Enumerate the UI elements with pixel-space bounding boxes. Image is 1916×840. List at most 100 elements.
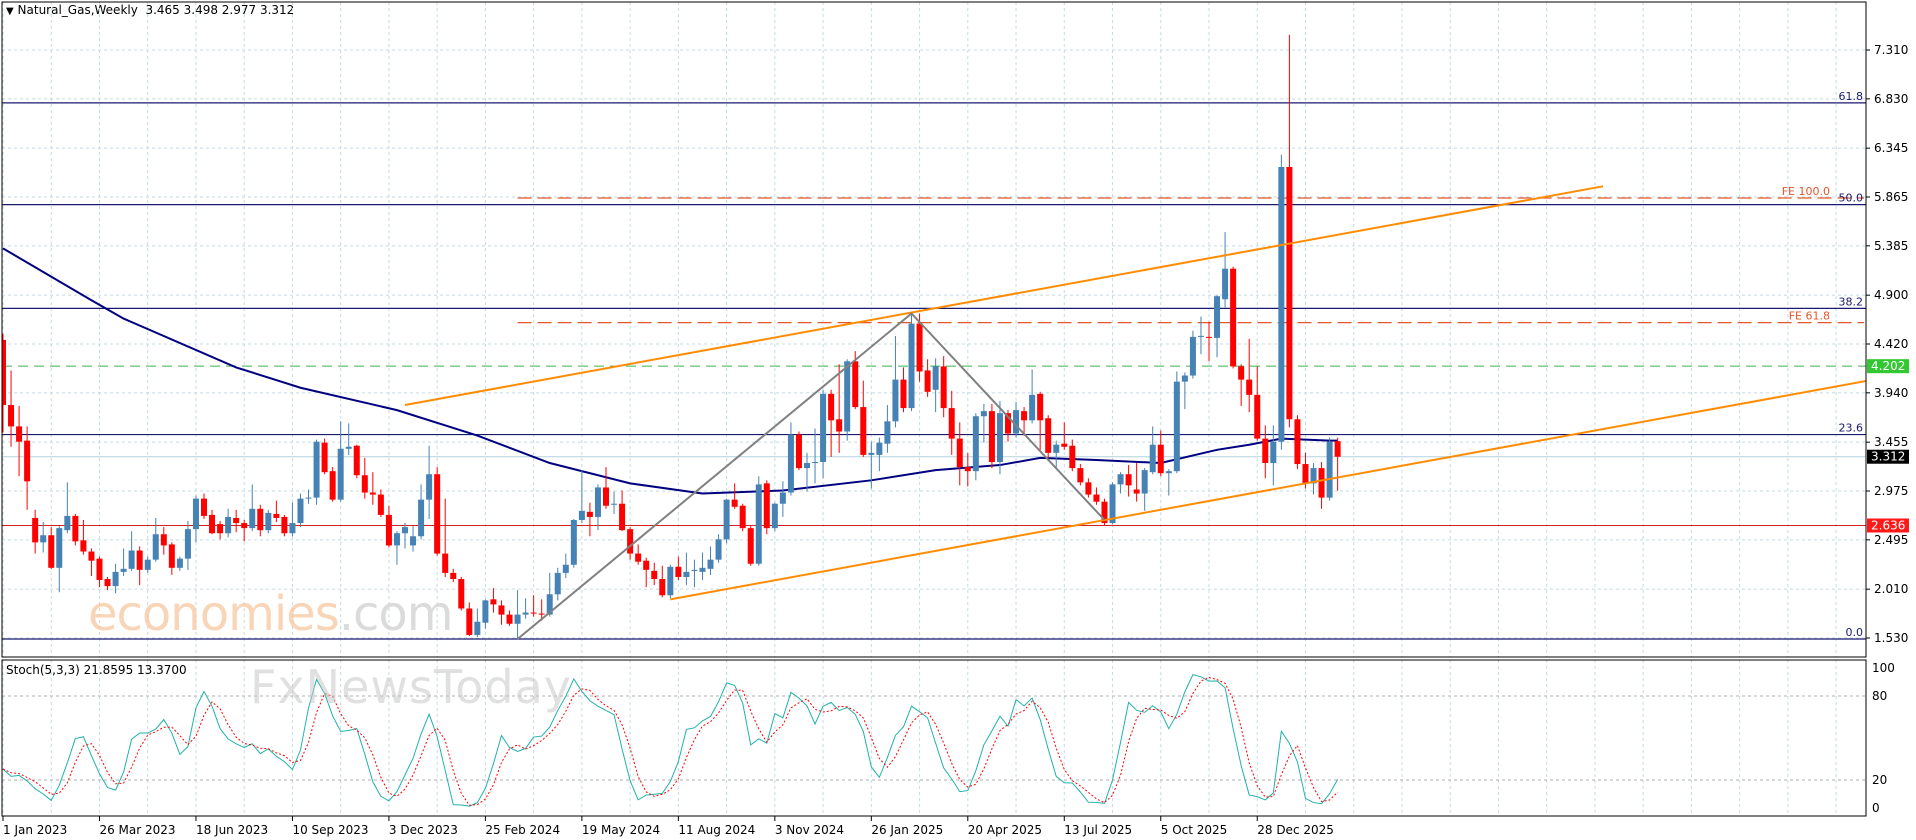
candle-body bbox=[699, 567, 706, 572]
candle-body bbox=[522, 612, 529, 615]
candle-body bbox=[1222, 268, 1229, 300]
candle-body bbox=[795, 434, 802, 469]
candle bbox=[393, 531, 400, 565]
candle bbox=[64, 482, 71, 534]
candle-body bbox=[176, 558, 183, 568]
candle-body bbox=[442, 553, 449, 573]
chart-header: ▼ Natural_Gas,Weekly 3.465 3.498 2.977 3… bbox=[6, 3, 294, 17]
candle bbox=[410, 526, 417, 552]
candle bbox=[418, 484, 425, 540]
candle bbox=[241, 519, 248, 542]
candle-body bbox=[297, 498, 304, 524]
candle-body bbox=[1326, 441, 1333, 498]
fib-level-label: 38.2 bbox=[1839, 295, 1864, 308]
candle-body bbox=[402, 527, 408, 534]
candle bbox=[820, 389, 827, 479]
y-tick-label: 5.385 bbox=[1874, 239, 1908, 253]
candle-body bbox=[1270, 441, 1277, 464]
channel-lower-line bbox=[670, 380, 1866, 601]
candle bbox=[908, 313, 915, 412]
candle bbox=[892, 335, 899, 428]
candle-body bbox=[40, 535, 47, 543]
candle-body bbox=[538, 613, 545, 615]
candle-body bbox=[458, 578, 465, 609]
candle-body bbox=[771, 503, 778, 529]
candle-body bbox=[715, 539, 722, 560]
candle-body bbox=[1262, 438, 1269, 464]
price-tag-2.636 bbox=[1867, 518, 1909, 533]
y-tick-label: 2.495 bbox=[1874, 533, 1908, 547]
candle-body bbox=[337, 448, 344, 500]
candle bbox=[72, 513, 79, 546]
x-tick-label: 25 Feb 2024 bbox=[485, 823, 560, 837]
candle-body bbox=[731, 499, 738, 507]
candle-body bbox=[168, 544, 175, 568]
candle bbox=[964, 452, 971, 487]
candle-body bbox=[1294, 419, 1301, 465]
candle-body bbox=[1230, 268, 1237, 367]
candle-body bbox=[104, 578, 111, 587]
stochastic-axis-label: 80 bbox=[1872, 689, 1887, 703]
y-tick-label: 6.345 bbox=[1874, 141, 1908, 155]
candle-body bbox=[844, 361, 851, 432]
candle-body bbox=[377, 494, 384, 515]
candle bbox=[498, 600, 505, 625]
candle-body bbox=[1165, 471, 1172, 474]
y-tick-label: 6.830 bbox=[1874, 92, 1908, 106]
candle-body bbox=[64, 515, 71, 531]
candle-body bbox=[1069, 445, 1076, 469]
candle bbox=[723, 498, 730, 544]
candle bbox=[1278, 154, 1285, 450]
candle bbox=[506, 610, 513, 626]
candle bbox=[450, 568, 457, 583]
candle bbox=[779, 481, 786, 517]
candle bbox=[635, 544, 642, 565]
candle bbox=[385, 505, 392, 548]
candle-body bbox=[490, 599, 497, 605]
candle bbox=[96, 556, 103, 588]
candle bbox=[795, 431, 802, 471]
candle bbox=[201, 493, 207, 519]
candle bbox=[321, 438, 328, 475]
x-tick-label: 3 Dec 2023 bbox=[389, 823, 458, 837]
candle-body bbox=[249, 508, 256, 529]
candle bbox=[924, 359, 931, 397]
candle bbox=[1109, 482, 1116, 525]
candle-body bbox=[530, 612, 537, 614]
x-tick-label: 19 May 2024 bbox=[582, 823, 660, 837]
candle-body bbox=[466, 608, 473, 635]
candle-body bbox=[1005, 413, 1011, 434]
candle bbox=[627, 527, 634, 560]
candle bbox=[980, 404, 987, 443]
candle-body bbox=[1310, 468, 1317, 484]
candle-body bbox=[482, 600, 489, 623]
candle-body bbox=[1206, 336, 1212, 338]
candle bbox=[1254, 366, 1261, 441]
candle bbox=[490, 588, 497, 613]
candle bbox=[731, 483, 738, 509]
candle-body bbox=[554, 572, 561, 595]
candle-body bbox=[305, 497, 312, 499]
candle bbox=[1334, 437, 1341, 491]
candle-body bbox=[852, 361, 859, 408]
candle bbox=[1270, 425, 1277, 486]
candle-body bbox=[675, 566, 682, 577]
candle-body bbox=[988, 411, 995, 463]
candle-body bbox=[1286, 166, 1293, 420]
candle-body bbox=[289, 523, 296, 534]
candle-body bbox=[836, 419, 843, 432]
candle bbox=[522, 598, 529, 619]
y-tick-label: 4.900 bbox=[1874, 288, 1908, 302]
candle-body bbox=[434, 474, 441, 554]
candle bbox=[40, 522, 47, 553]
candle bbox=[1037, 391, 1044, 452]
triangle-down-icon[interactable]: ▼ bbox=[6, 6, 14, 17]
candle-body bbox=[868, 452, 875, 455]
candle bbox=[1294, 415, 1301, 470]
candle bbox=[466, 602, 473, 636]
fib-level-label: 0.0 bbox=[1846, 626, 1864, 639]
candle-body bbox=[88, 551, 95, 561]
candle-body bbox=[932, 366, 939, 390]
candle-body bbox=[924, 370, 931, 392]
